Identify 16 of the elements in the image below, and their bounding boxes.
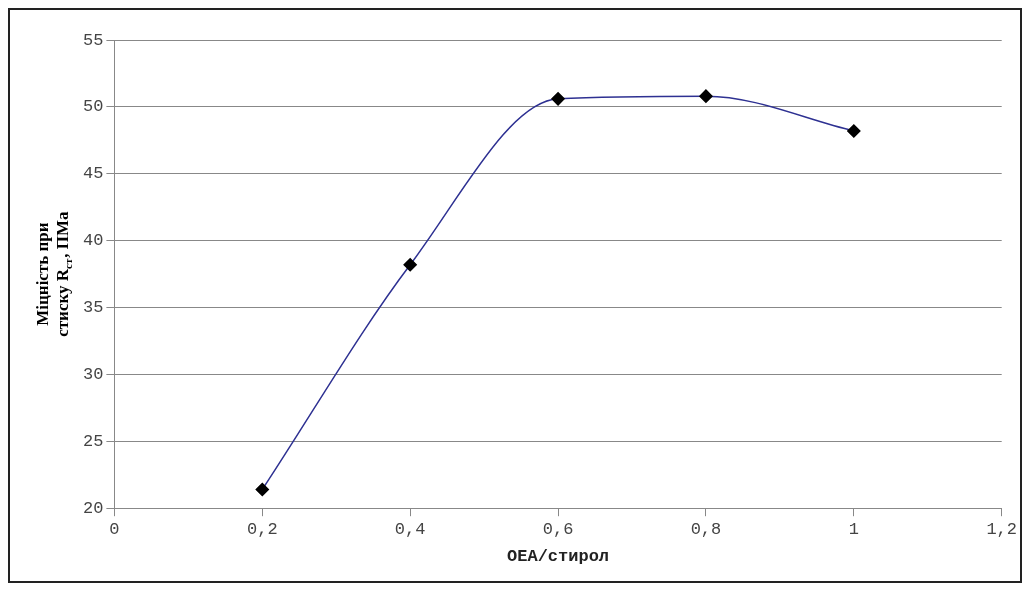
x-tick-label: 0,8 bbox=[690, 519, 722, 539]
y-tick-label: 40 bbox=[83, 231, 104, 251]
y-tick-label: 45 bbox=[83, 164, 104, 184]
y-tick-label: 55 bbox=[83, 30, 104, 50]
x-tick-label: 0 bbox=[109, 519, 120, 539]
y-tick-label: 35 bbox=[83, 298, 104, 318]
x-tick-label: 0,6 bbox=[542, 519, 574, 539]
x-tick-label: 1,2 bbox=[986, 519, 1017, 539]
x-axis-title: OEA/стирол bbox=[507, 547, 610, 567]
y-tick-label: 25 bbox=[83, 431, 104, 451]
x-tick-label: 0,4 bbox=[394, 519, 426, 539]
y-tick-label: 20 bbox=[83, 498, 104, 518]
y-tick-label: 50 bbox=[83, 97, 104, 117]
y-tick-label: 30 bbox=[83, 364, 104, 384]
x-tick-label: 1 bbox=[848, 519, 859, 539]
x-tick-label: 0,2 bbox=[246, 519, 278, 539]
